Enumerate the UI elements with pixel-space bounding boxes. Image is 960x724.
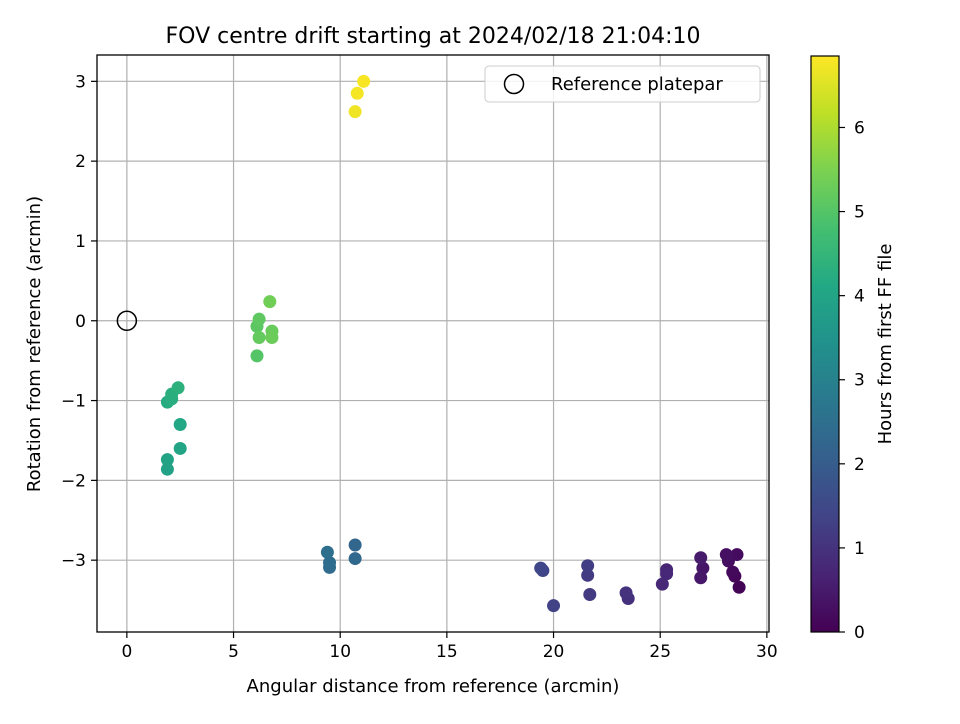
colorbar-tick-label: 1 [854, 539, 865, 559]
data-point [660, 567, 674, 581]
chart-title: FOV centre drift starting at 2024/02/18 … [166, 24, 701, 49]
axes: 0 5 10 15 20 25 30 −3 −2 −1 0 1 2 3 [61, 72, 778, 662]
data-point [581, 568, 595, 582]
data-point [320, 545, 334, 559]
data-point [655, 577, 669, 591]
legend-box [484, 65, 761, 103]
y-axis-label: Rotation from reference (arcmin) [24, 196, 45, 492]
data-point [173, 418, 187, 432]
plot-frame [96, 54, 770, 633]
data-point [719, 548, 733, 562]
data-point [583, 587, 597, 601]
colorbar-label: Hours from first FF file [875, 244, 896, 445]
colorbar-ticks: 0 1 2 3 4 5 6 [839, 118, 865, 643]
data-point [250, 349, 264, 363]
data-point [350, 86, 364, 100]
colorbar-tick-label: 5 [854, 203, 865, 223]
colorbar-tick-label: 2 [854, 455, 865, 475]
y-tick-label: 1 [75, 232, 86, 252]
legend: Reference platepar [484, 65, 761, 103]
data-point [173, 441, 187, 455]
data-point [160, 453, 174, 467]
data-point [171, 381, 185, 395]
data-point [263, 295, 277, 309]
grid-lines [97, 55, 769, 632]
legend-entry-reference-platepar: Reference platepar [551, 74, 723, 95]
x-tick-label: 25 [649, 642, 671, 662]
data-point [357, 74, 371, 88]
x-tick-label: 15 [436, 642, 458, 662]
x-tick-label: 0 [121, 642, 132, 662]
y-tick-label: −2 [61, 471, 86, 491]
colorbar [810, 55, 840, 633]
data-point [547, 599, 561, 613]
data-point [534, 561, 548, 575]
colorbar-tick-label: 0 [854, 623, 865, 643]
y-tick-label: 3 [75, 72, 86, 92]
data-point [694, 551, 708, 565]
colorbar-tick-label: 3 [854, 371, 865, 391]
data-point [726, 565, 740, 579]
x-tick-label: 30 [756, 642, 778, 662]
data-point [323, 556, 337, 570]
x-tick-label: 5 [228, 642, 239, 662]
x-tick-label: 20 [543, 642, 565, 662]
data-point [160, 462, 174, 476]
x-tick-label: 10 [329, 642, 351, 662]
x-axis-label: Angular distance from reference (arcmin) [247, 676, 620, 697]
data-point [581, 559, 595, 573]
data-point [252, 312, 266, 326]
colorbar-tick-label: 6 [854, 118, 865, 138]
data-point [252, 331, 266, 345]
y-tick-label: −3 [61, 551, 86, 571]
y-tick-label: −1 [61, 392, 86, 412]
legend-reference-marker-icon [503, 73, 525, 95]
data-points [160, 74, 746, 613]
data-point [619, 586, 633, 600]
y-tick-label: 0 [75, 312, 86, 332]
data-point [694, 571, 708, 585]
data-point [348, 105, 362, 119]
y-tick-label: 2 [75, 152, 86, 172]
colorbar-tick-label: 4 [854, 287, 865, 307]
data-point [348, 552, 362, 566]
data-point [348, 538, 362, 552]
data-point [265, 331, 279, 345]
reference-platepar-marker [116, 310, 138, 332]
data-point [732, 580, 746, 594]
